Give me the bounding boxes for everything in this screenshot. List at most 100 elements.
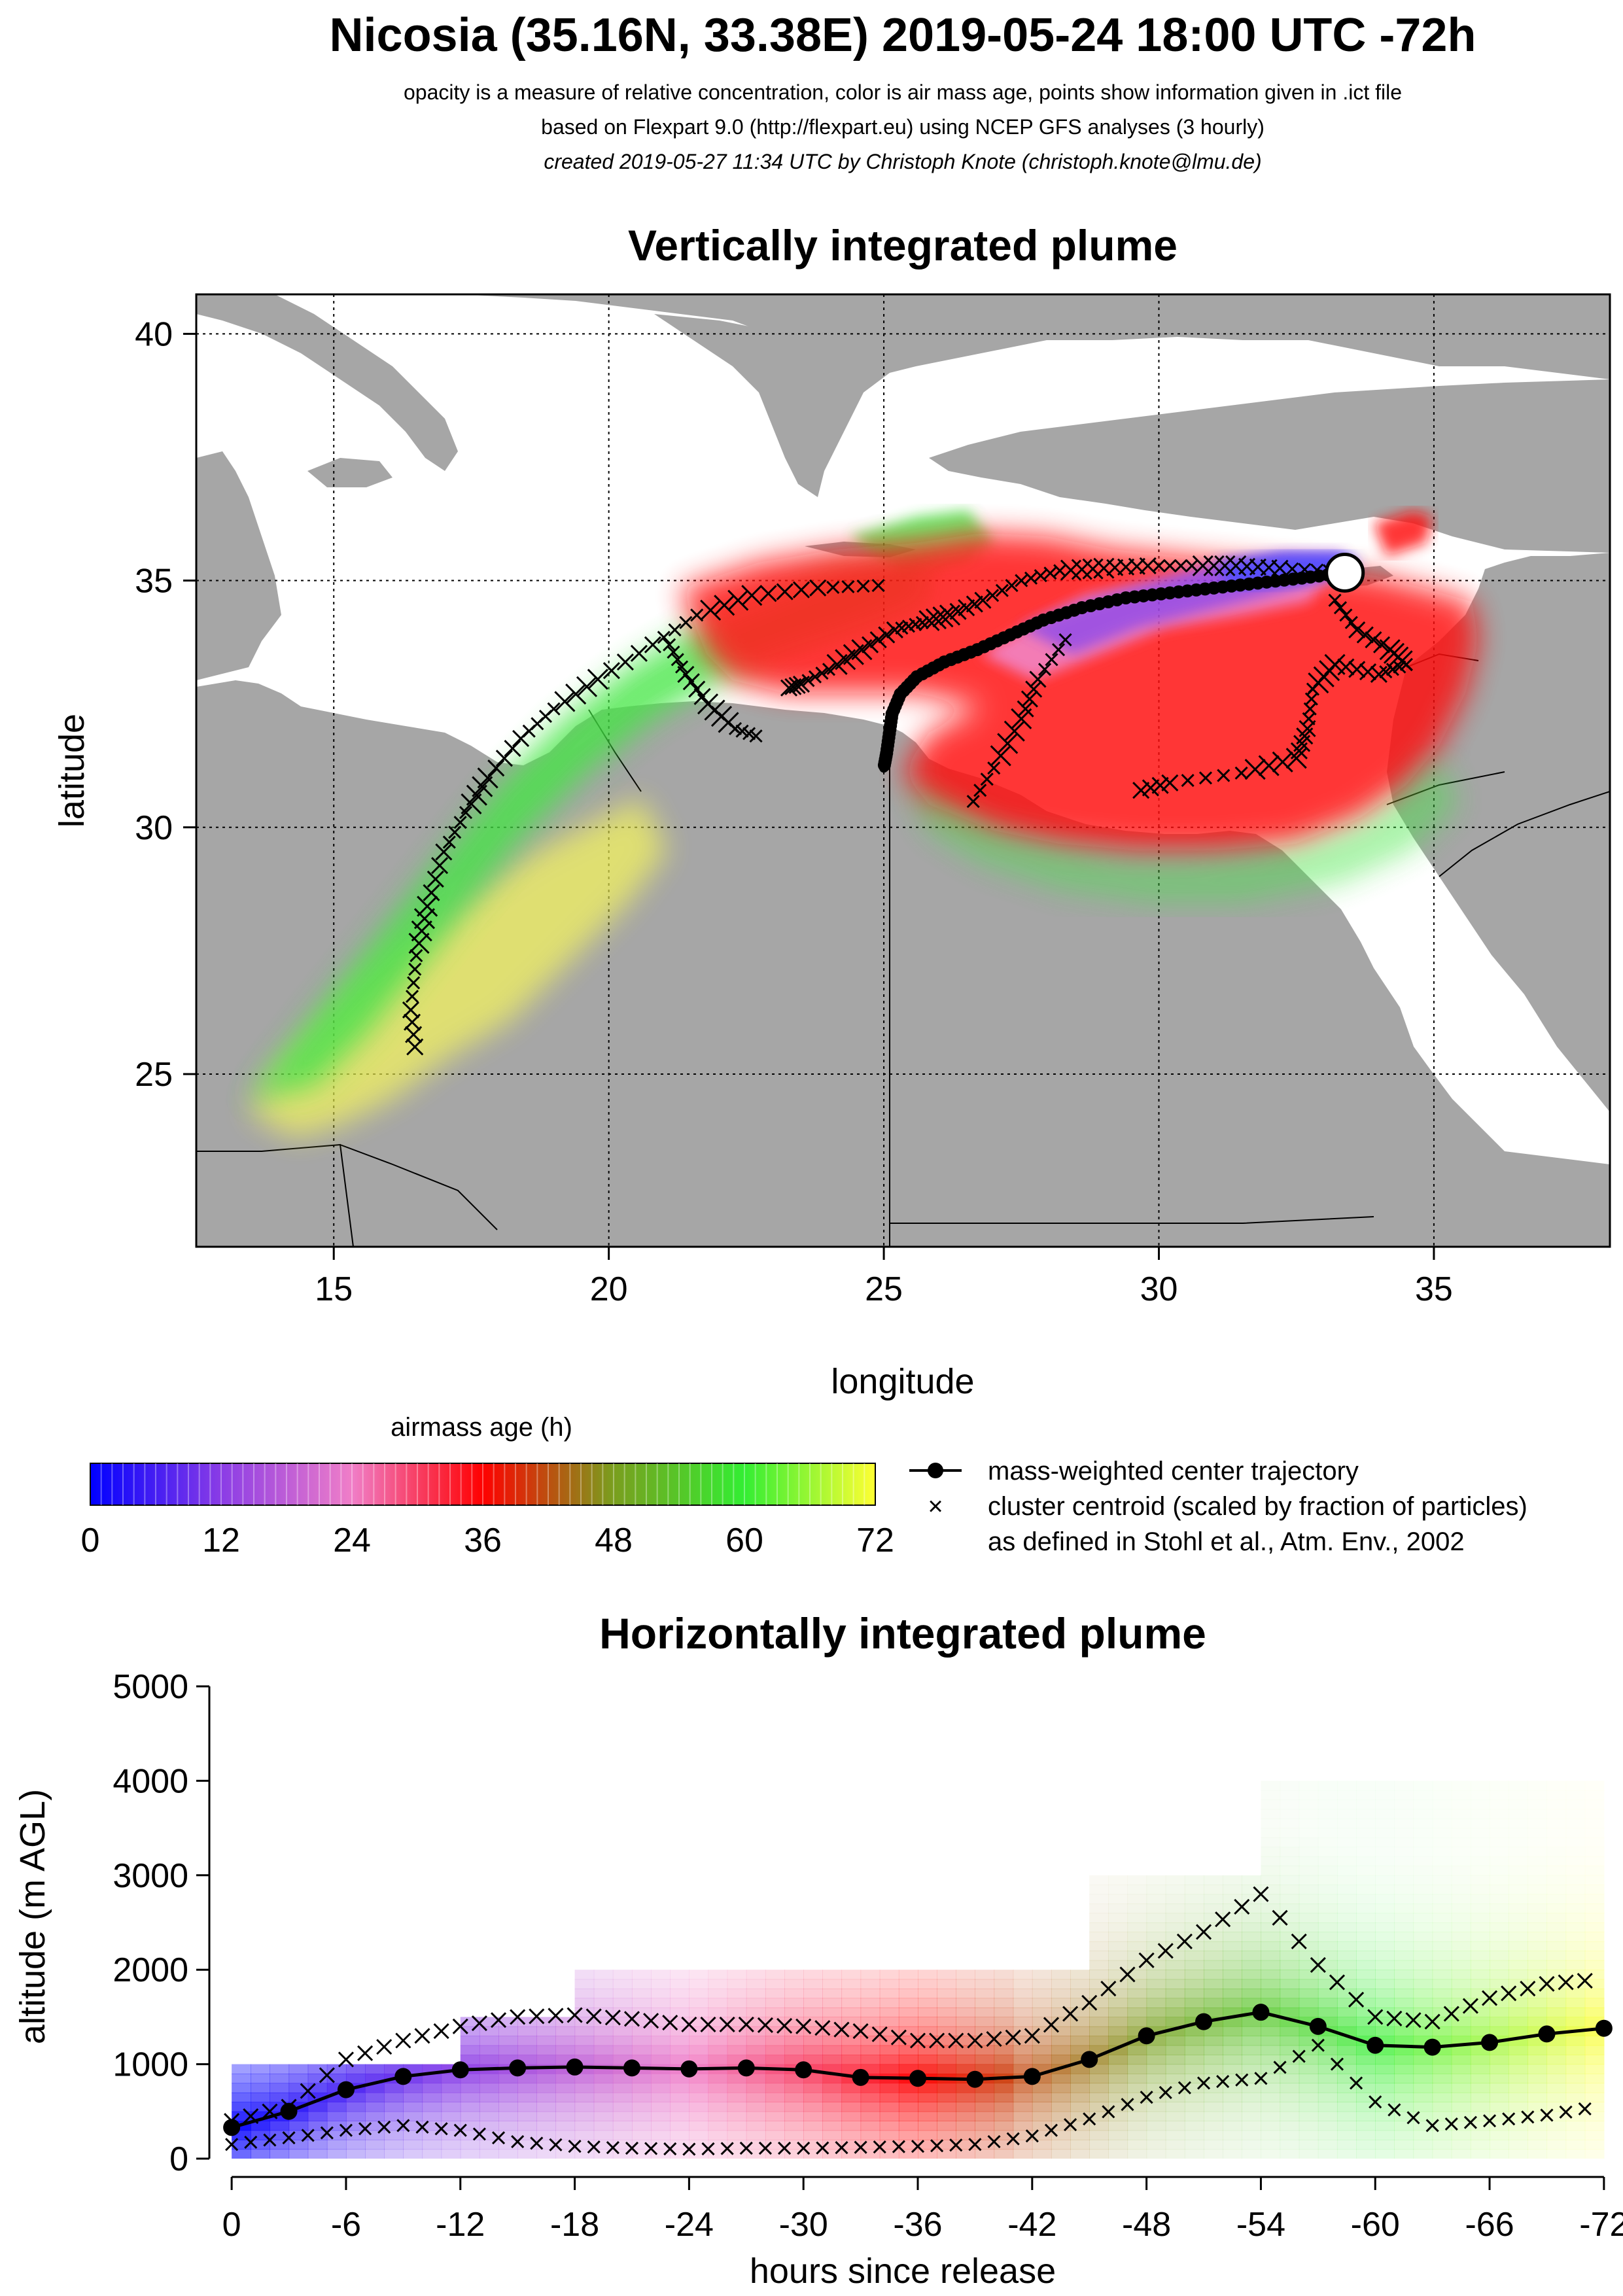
altitude-concentration-cell [1165,2111,1185,2121]
altitude-concentration-cell [1452,1809,1471,1819]
altitude-concentration-cell [612,2102,633,2112]
altitude-concentration-cell [956,2036,976,2046]
altitude-concentration-cell [1375,2149,1395,2159]
altitude-concentration-cell [1527,1960,1548,1970]
altitude-concentration-cell [1490,1922,1509,1933]
altitude-concentration-cell [631,2045,652,2055]
altitude-concentration-cell [1146,2083,1166,2093]
altitude-concentration-cell [937,2092,956,2102]
altitude-concentration-cell [1375,1989,1395,1999]
altitude-concentration-cell [1394,2064,1414,2074]
altitude-concentration-cell [1394,1847,1414,1856]
altitude-concentration-cell [1051,2111,1071,2121]
altitude-concentration-cell [1108,2007,1128,2017]
altitude-concentration-cell [1280,1894,1300,1904]
altitude-concentration-cell [1452,1837,1471,1847]
colorbar-tick-label: 60 [725,1522,763,1559]
altitude-concentration-cell [1108,2130,1128,2140]
altitude-concentration-cell [1584,1847,1605,1857]
cluster-centroid-marker [784,678,802,695]
altitude-concentration-cell [1470,2074,1490,2084]
altitude-concentration-cell [1452,1781,1471,1790]
altitude-concentration-cell [1336,1922,1357,1933]
altitude-concentration-cell [937,2111,956,2121]
cluster-centroid-upper-marker [1062,2006,1079,2022]
altitude-concentration-cell [536,2036,557,2046]
altitude-concentration-cell [1470,2055,1490,2065]
altitude-concentration-cell [574,1989,595,1999]
altitude-concentration-cell [651,1979,671,1989]
altitude-concentration-cell [822,2092,843,2102]
altitude-concentration-cell [803,2111,823,2121]
altitude-concentration-cell [1261,1866,1281,1876]
cluster-centroid-marker [1151,776,1169,794]
altitude-concentration-cell [1584,2092,1605,2102]
altitude-concentration-cell [1394,1932,1414,1942]
altitude-concentration-cell [1509,1960,1528,1970]
altitude-concentration-cell [1299,1941,1319,1951]
altitude-concentration-cell [1146,2007,1166,2017]
altitude-concentration-cell [803,2083,823,2093]
altitude-concentration-cell [1165,1941,1185,1951]
altitude-concentration-cell [517,2074,537,2084]
altitude-concentration-cell [1470,2102,1490,2112]
altitude-concentration-cell [1490,1790,1509,1800]
altitude-concentration-cell [1070,2083,1090,2093]
map-x-tick-label: 15 [315,1270,353,1308]
center-altitude-point [337,2081,355,2098]
altitude-concentration-cell [822,1989,843,1999]
altitude-concentration-cell [746,2121,766,2131]
altitude-concentration-cell [1013,1979,1033,1989]
map-trajectory-layer [402,552,1413,1056]
altitude-concentration-cell [689,2083,709,2093]
altitude-concentration-cell [593,1979,614,1989]
center-altitude-point [852,2068,869,2086]
altitude-concentration-cell [1146,1989,1166,1999]
altitude-concentration-cell [1375,1922,1395,1933]
cluster-centroid-lower-marker [1578,2102,1592,2116]
altitude-concentration-cell [1013,2083,1033,2093]
center-altitude-point [1595,2019,1613,2037]
altitude-concentration-cell [384,2092,404,2102]
altitude-concentration-cell [1470,2140,1490,2150]
altitude-concentration-cell [822,1979,843,1989]
cluster-centroid-upper-marker [1501,1985,1517,2002]
cluster-centroid-lower-marker [434,2122,448,2136]
altitude-concentration-cell [1471,1790,1490,1800]
colorbar-title: airmass age (h) [391,1413,572,1442]
altitude-concentration-cell [1584,1913,1605,1923]
altitude-concentration-cell [1146,1875,1166,1885]
altitude-concentration-cell [1470,2064,1490,2074]
altitude-concentration-cell [1394,1856,1414,1866]
altitude-concentration-cell [708,2074,728,2084]
altitude-concentration-cell [1318,2140,1338,2150]
cluster-centroid-marker [958,599,975,617]
altitude-concentration-cell [1584,2036,1605,2046]
altitude-concentration-cell [1204,1875,1223,1885]
altitude-concentration-cell [1032,1979,1052,1989]
land-italy [196,294,458,471]
altitude-concentration-cell [1127,2055,1147,2065]
altitude-concentration-cell [1089,2074,1109,2084]
altitude-concentration-cell [879,1989,899,1999]
altitude-concentration-cell [1146,1941,1166,1951]
cluster-centroid-marker [407,976,421,990]
cluster-centroid-marker [1333,600,1348,615]
cluster-centroid-marker [602,662,620,680]
altitude-concentration-cell [593,2017,614,2027]
altitude-concentration-cell [1527,1941,1548,1951]
altitude-concentration-cell [937,1979,956,1989]
altitude-concentration-cell [1146,2045,1166,2055]
altitude-concentration-cell [460,2026,480,2036]
altitude-concentration-cell [1470,1885,1490,1895]
cluster-centroid-lower-marker [1064,2117,1077,2132]
altitude-concentration-cell [1565,1866,1586,1876]
altitude-concentration-cell [1223,1989,1242,1999]
altitude-concentration-cell [1299,1781,1319,1790]
altitude-concentration-cell [1280,2140,1300,2150]
figure-subtitle-line2: based on Flexpart 9.0 (http://flexpart.e… [541,115,1265,139]
altitude-concentration-cell [1299,1875,1319,1885]
altitude-concentration-cell [1184,1932,1204,1942]
altitude-concentration-cell [1509,2074,1528,2084]
cluster-centroid-upper-marker [1329,1974,1346,1991]
